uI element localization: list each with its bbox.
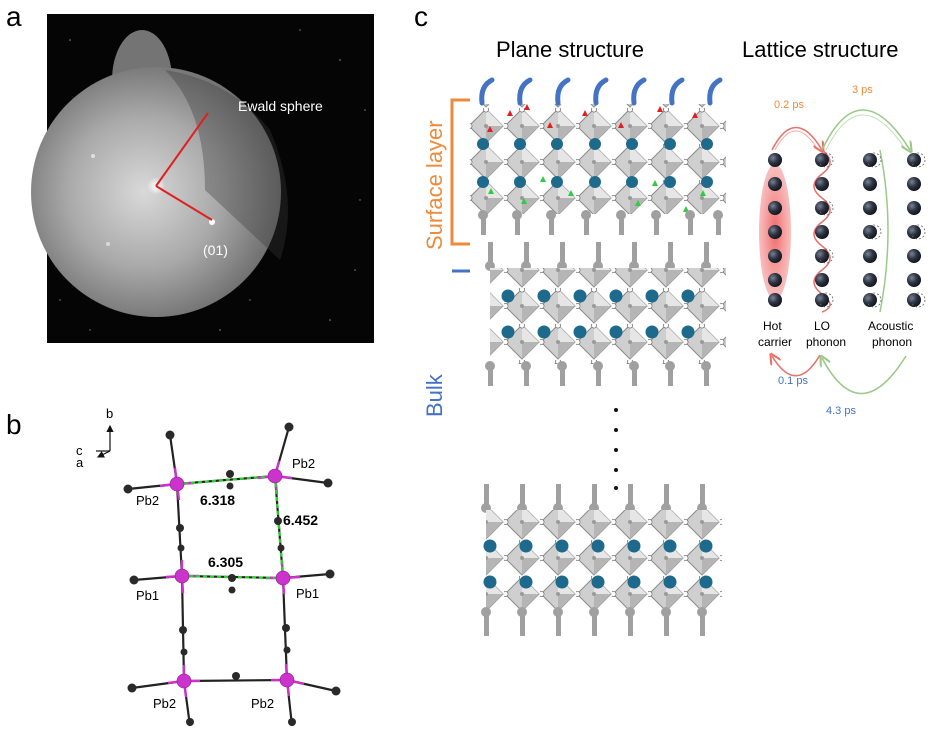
panel-a: a Ewald sphere (01) [6, 1, 374, 343]
pb2-top-left [169, 476, 185, 492]
hot-carrier-atoms [768, 153, 782, 307]
bulk-block-top [485, 242, 726, 386]
panel-c: c Plane structure Lattice structure Surf… [414, 1, 926, 640]
bulk-top-pillars-lower [485, 361, 711, 386]
acoustic-ghosts [866, 152, 926, 308]
atom-label-pb2-top-right: Pb2 [292, 456, 315, 471]
panel-b: b b c a [6, 406, 341, 727]
acoustic-atoms [863, 153, 921, 307]
spot-01 [209, 219, 215, 225]
arrow-4-3ps [822, 356, 907, 395]
axis-c-label: c [76, 443, 83, 458]
atom-label-pb2-bottom-left: Pb2 [153, 696, 176, 711]
surface-cations [477, 138, 713, 188]
ewald-line-2 [155, 185, 213, 221]
lo-phonon-atoms [815, 153, 829, 307]
surface-ligands [479, 77, 723, 106]
surface-layer-label: Surface layer [422, 120, 447, 250]
axis-b-label: b [106, 406, 113, 421]
arrow-0-2ps [771, 126, 822, 151]
bulk-label: Bulk [422, 373, 447, 417]
lattice-structure-title: Lattice structure [742, 37, 899, 62]
bulk-top-cations [501, 289, 695, 339]
surface-defects-green [488, 176, 706, 212]
atom-label-pb1-mid-left: Pb1 [136, 588, 159, 603]
lo-phonon-ghosts [818, 152, 834, 308]
atom-label-pb1-mid-right: Pb1 [296, 586, 319, 601]
lead-atoms [169, 468, 295, 689]
pb2-bottom-left [176, 673, 192, 689]
bulk-top-pillars-upper [485, 242, 711, 271]
plane-structure-title: Plane structure [496, 37, 644, 62]
vertical-ellipsis [614, 408, 618, 490]
ewald-line-1 [155, 112, 209, 187]
arrow-3ps [821, 109, 910, 150]
surface-layer [470, 77, 726, 235]
spot-side [91, 154, 95, 158]
bulk-bottom-pillars-lower [481, 607, 707, 636]
time-4-3ps: 4.3 ps [826, 405, 856, 417]
pb1-mid-right [275, 570, 291, 586]
spot-lower [106, 242, 110, 246]
surface-pillars [478, 210, 723, 235]
bulk-block-bottom [481, 484, 722, 636]
arrow-3ps-back [825, 114, 907, 151]
label-carrier: carrier [758, 335, 792, 349]
bulk-bottom-cations [483, 539, 713, 589]
distance-middle: 6.305 [208, 554, 243, 570]
time-0-2ps: 0.2 ps [774, 99, 804, 111]
label-lo-phonon: phonon [806, 335, 846, 349]
distance-right: 6.452 [283, 512, 318, 528]
atom-label-pb2-top-left: Pb2 [136, 493, 159, 508]
bulk-bottom-pillars-upper [481, 484, 707, 513]
atom-label-pb2-bottom-right: Pb2 [251, 696, 274, 711]
ligand-atoms [123, 422, 341, 726]
panel-a-label: a [6, 1, 22, 32]
pb2-bottom-right [279, 672, 295, 688]
panel-c-label: c [414, 1, 428, 32]
surface-bracket [450, 98, 470, 246]
time-0-1ps: 0.1 ps [778, 375, 808, 387]
sphere-shadow [165, 70, 288, 260]
label-acoustic-phonon: phonon [872, 335, 912, 349]
distance-top: 6.318 [200, 492, 235, 508]
surface-defects-red [487, 104, 698, 132]
time-3ps: 3 ps [852, 84, 873, 96]
star-noise [57, 29, 366, 331]
ewald-sphere-label: Ewald sphere [238, 98, 323, 114]
lo-phonon-wave [813, 149, 831, 313]
acoustic-wave [879, 149, 889, 313]
label-hot: Hot [763, 319, 782, 333]
arrow-0-2ps-back [774, 130, 819, 151]
axis-triad: b c a [76, 406, 114, 470]
lattice-diagram: 0.2 ps 3 ps [758, 84, 926, 417]
panel-b-label: b [6, 409, 22, 440]
arrow-0-1ps [772, 355, 821, 377]
pb2-top-right [267, 468, 283, 484]
axis-a-label: a [76, 455, 84, 470]
label-acoustic: Acoustic [868, 319, 913, 333]
pb1-mid-left [174, 568, 190, 584]
label-lo: LO [814, 319, 830, 333]
spot-01-label: (01) [203, 242, 228, 258]
